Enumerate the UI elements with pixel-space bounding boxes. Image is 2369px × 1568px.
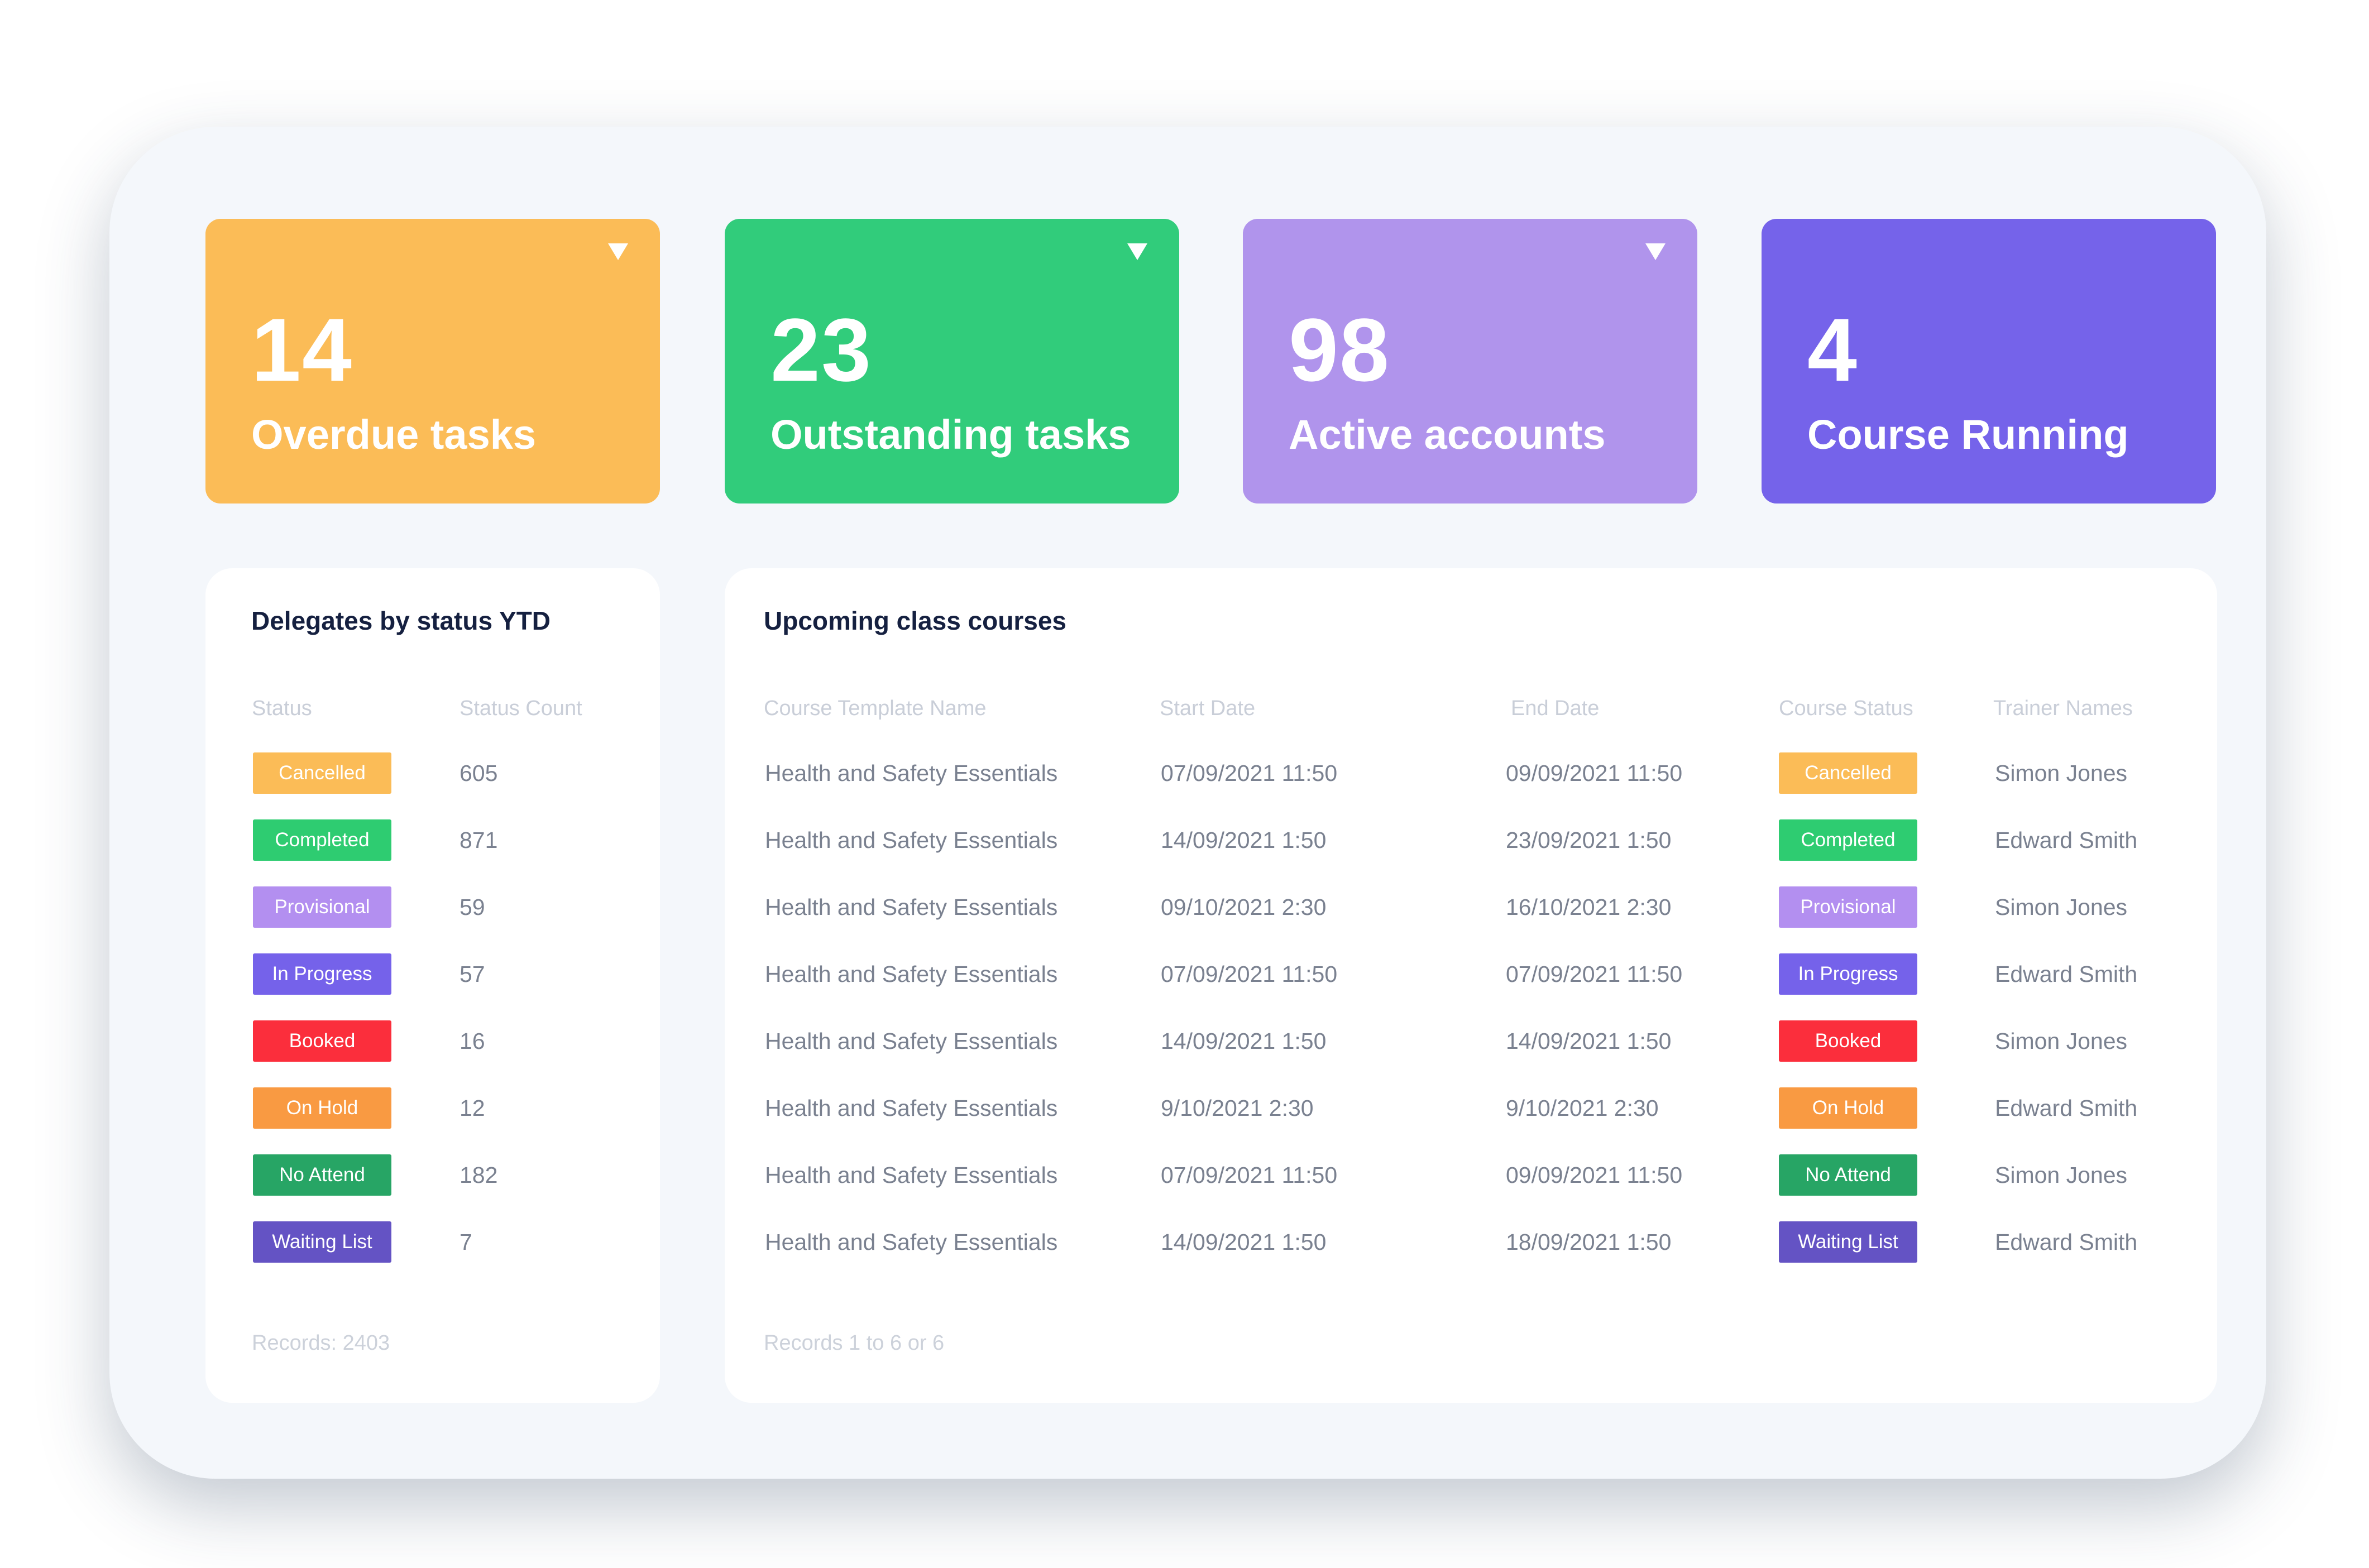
- status-badge: Cancelled: [253, 752, 391, 794]
- courses-record-count: Records 1 to 6 or 6: [764, 1331, 945, 1355]
- kpi-value: 23: [770, 300, 872, 400]
- end-date-cell: 09/09/2021 11:50: [1506, 1162, 1683, 1188]
- trainer-name-cell: Edward Smith: [1995, 1095, 2138, 1121]
- dropdown-caret-icon[interactable]: [608, 243, 628, 260]
- status-badge: Waiting List: [253, 1221, 391, 1263]
- kpi-card-outstanding-tasks[interactable]: 23 Outstanding tasks: [725, 219, 1179, 504]
- end-date-cell: 18/09/2021 1:50: [1506, 1229, 1672, 1255]
- column-header-status[interactable]: Status: [252, 697, 312, 720]
- kpi-label: Outstanding tasks: [770, 411, 1131, 458]
- kpi-value: 98: [1289, 300, 1390, 400]
- end-date-cell: 09/09/2021 11:50: [1506, 760, 1683, 786]
- kpi-value: 14: [251, 300, 353, 400]
- end-date-cell: 14/09/2021 1:50: [1506, 1028, 1672, 1054]
- status-count: 605: [460, 760, 498, 786]
- course-name-cell: Health and Safety Essentials: [765, 1095, 1058, 1121]
- status-badge: No Attend: [253, 1154, 391, 1196]
- status-badge: Booked: [253, 1020, 391, 1062]
- course-status-badge: Completed: [1779, 819, 1917, 861]
- dropdown-caret-icon[interactable]: [1127, 243, 1147, 260]
- course-name-cell: Health and Safety Essentials: [765, 1162, 1058, 1188]
- status-count: 182: [460, 1162, 498, 1188]
- kpi-card-overdue-tasks[interactable]: 14 Overdue tasks: [205, 219, 660, 504]
- course-name-cell: Health and Safety Essentials: [765, 760, 1058, 786]
- status-count: 59: [460, 894, 485, 920]
- course-status-badge: On Hold: [1779, 1087, 1917, 1129]
- start-date-cell: 14/09/2021 1:50: [1161, 827, 1327, 853]
- kpi-value: 4: [1807, 300, 1858, 400]
- course-name-cell: Health and Safety Essentials: [765, 827, 1058, 853]
- start-date-cell: 14/09/2021 1:50: [1161, 1028, 1327, 1054]
- course-status-badge: Booked: [1779, 1020, 1917, 1062]
- kpi-card-course-running[interactable]: 4 Course Running: [1762, 219, 2216, 504]
- course-name-cell: Health and Safety Essentials: [765, 961, 1058, 987]
- trainer-name-cell: Edward Smith: [1995, 961, 2138, 987]
- start-date-cell: 07/09/2021 11:50: [1161, 760, 1338, 786]
- kpi-label: Overdue tasks: [251, 411, 537, 458]
- courses-panel: [725, 568, 2217, 1403]
- start-date-cell: 07/09/2021 11:50: [1161, 961, 1338, 987]
- end-date-cell: 9/10/2021 2:30: [1506, 1095, 1659, 1121]
- end-date-cell: 16/10/2021 2:30: [1506, 894, 1672, 920]
- status-count: 57: [460, 961, 485, 987]
- dropdown-caret-icon[interactable]: [1645, 243, 1666, 260]
- kpi-card-active-accounts[interactable]: 98 Active accounts: [1243, 219, 1697, 504]
- status-count: 871: [460, 827, 498, 853]
- end-date-cell: 23/09/2021 1:50: [1506, 827, 1672, 853]
- kpi-label: Active accounts: [1289, 411, 1606, 458]
- status-badge: Provisional: [253, 886, 391, 928]
- course-status-badge: In Progress: [1779, 953, 1917, 995]
- course-status-badge: Provisional: [1779, 886, 1917, 928]
- status-count: 12: [460, 1095, 485, 1121]
- column-header-status-count[interactable]: Status Count: [460, 697, 582, 720]
- course-status-badge: Cancelled: [1779, 752, 1917, 794]
- status-badge: On Hold: [253, 1087, 391, 1129]
- start-date-cell: 09/10/2021 2:30: [1161, 894, 1327, 920]
- courses-panel-title: Upcoming class courses: [764, 606, 1066, 635]
- course-status-badge: Waiting List: [1779, 1221, 1917, 1263]
- trainer-name-cell: Edward Smith: [1995, 1229, 2138, 1255]
- delegates-record-count: Records: 2403: [252, 1331, 390, 1355]
- trainer-name-cell: Simon Jones: [1995, 1162, 2128, 1188]
- status-badge: In Progress: [253, 953, 391, 995]
- course-name-cell: Health and Safety Essentials: [765, 1229, 1058, 1255]
- trainer-name-cell: Simon Jones: [1995, 760, 2128, 786]
- column-header-end-date[interactable]: End Date: [1511, 697, 1600, 720]
- column-header-course-status[interactable]: Course Status: [1779, 697, 1913, 720]
- trainer-name-cell: Simon Jones: [1995, 1028, 2128, 1054]
- course-name-cell: Health and Safety Essentials: [765, 894, 1058, 920]
- status-count: 7: [460, 1229, 472, 1255]
- column-header-course-template-name[interactable]: Course Template Name: [764, 697, 987, 720]
- status-badge: Completed: [253, 819, 391, 861]
- end-date-cell: 07/09/2021 11:50: [1506, 961, 1683, 987]
- delegates-panel-title: Delegates by status YTD: [251, 606, 551, 635]
- course-name-cell: Health and Safety Essentials: [765, 1028, 1058, 1054]
- trainer-name-cell: Simon Jones: [1995, 894, 2128, 920]
- kpi-label: Course Running: [1807, 411, 2129, 458]
- column-header-trainer-names[interactable]: Trainer Names: [1993, 697, 2133, 720]
- course-status-badge: No Attend: [1779, 1154, 1917, 1196]
- start-date-cell: 07/09/2021 11:50: [1161, 1162, 1338, 1188]
- trainer-name-cell: Edward Smith: [1995, 827, 2138, 853]
- column-header-start-date[interactable]: Start Date: [1160, 697, 1256, 720]
- start-date-cell: 14/09/2021 1:50: [1161, 1229, 1327, 1255]
- status-count: 16: [460, 1028, 485, 1054]
- start-date-cell: 9/10/2021 2:30: [1161, 1095, 1314, 1121]
